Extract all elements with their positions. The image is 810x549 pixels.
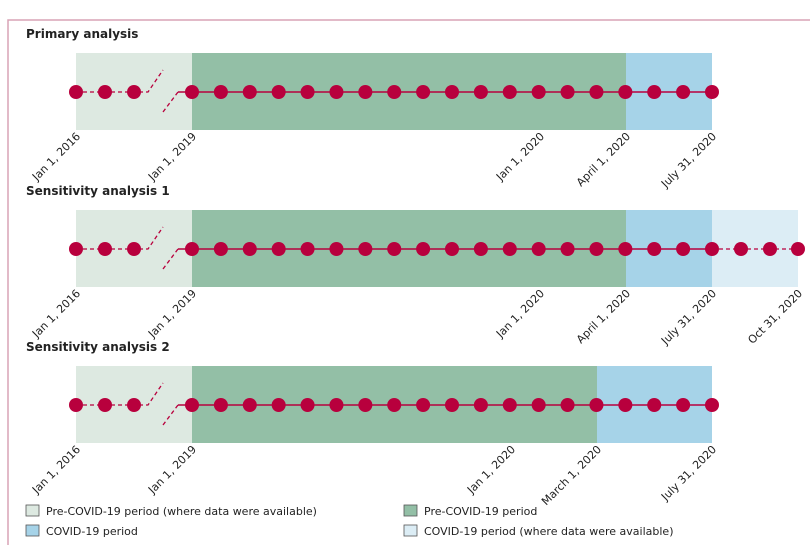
date-label: Jan 1, 2016 <box>29 130 83 184</box>
date-label: March 1, 2020 <box>539 443 604 508</box>
time-point <box>358 398 373 412</box>
time-point <box>329 242 344 256</box>
legend-label: Pre-COVID-19 period (where data were ava… <box>46 505 317 518</box>
date-label: April 1, 2020 <box>574 287 633 346</box>
time-point <box>589 398 604 412</box>
date-label: Jan 1, 2020 <box>464 443 518 497</box>
time-point <box>502 242 517 256</box>
time-point <box>647 242 662 256</box>
time-point <box>676 242 691 256</box>
date-label: Jan 1, 2020 <box>493 287 547 341</box>
time-point <box>98 85 112 99</box>
time-point <box>647 85 662 99</box>
time-point <box>185 85 199 99</box>
time-point <box>213 242 228 256</box>
time-point <box>185 242 199 256</box>
date-label: Jan 1, 2016 <box>29 443 83 497</box>
legend-label: Pre-COVID-19 period <box>424 505 537 518</box>
time-point <box>242 398 257 412</box>
time-point <box>69 398 83 412</box>
date-label: July 31, 2020 <box>658 443 719 504</box>
time-point <box>416 398 431 412</box>
time-point <box>445 398 459 412</box>
time-point <box>531 242 546 256</box>
time-point <box>473 242 488 256</box>
time-point <box>502 398 517 412</box>
time-point <box>271 398 286 412</box>
time-point <box>300 398 315 412</box>
legend-label: COVID-19 period (where data were availab… <box>424 525 673 538</box>
time-point <box>387 398 402 412</box>
time-point <box>358 242 373 256</box>
time-point <box>647 398 662 412</box>
date-label: April 1, 2020 <box>574 130 633 189</box>
time-point <box>705 85 719 99</box>
time-point <box>763 242 777 256</box>
time-point <box>127 242 141 256</box>
date-label: Jan 1, 2019 <box>145 443 199 497</box>
time-point <box>589 85 604 99</box>
time-point <box>473 398 488 412</box>
date-label: Jan 1, 2019 <box>145 130 199 184</box>
time-point <box>213 85 228 99</box>
time-point <box>445 242 459 256</box>
time-point <box>98 398 112 412</box>
time-point <box>242 242 257 256</box>
time-point <box>69 242 83 256</box>
time-point <box>69 85 83 99</box>
time-point <box>791 242 805 256</box>
time-point <box>185 398 199 412</box>
panel-title: Sensitivity analysis 2 <box>26 340 170 354</box>
time-point <box>589 242 604 256</box>
time-point <box>473 85 488 99</box>
time-point <box>271 242 286 256</box>
time-point <box>676 398 691 412</box>
time-point <box>560 242 575 256</box>
time-point <box>300 85 315 99</box>
date-label: Oct 31, 2020 <box>745 287 805 347</box>
time-point <box>531 85 546 99</box>
time-point <box>358 85 373 99</box>
legend-swatch <box>403 524 418 537</box>
time-point <box>329 398 344 412</box>
panel-title: Sensitivity analysis 1 <box>26 184 170 198</box>
time-point <box>618 85 633 99</box>
time-point <box>387 85 402 99</box>
date-label: Jan 1, 2019 <box>145 287 199 341</box>
time-point <box>502 85 517 99</box>
time-point <box>98 242 112 256</box>
legend-swatch <box>403 504 418 517</box>
time-point <box>271 85 286 99</box>
time-point <box>705 398 719 412</box>
time-point <box>387 242 402 256</box>
time-point <box>618 242 633 256</box>
date-label: Jan 1, 2020 <box>493 130 547 184</box>
date-label: July 31, 2020 <box>658 287 719 348</box>
date-label: Jan 1, 2016 <box>29 287 83 341</box>
time-point <box>127 85 141 99</box>
time-point <box>213 398 228 412</box>
legend-swatch <box>25 524 40 537</box>
legend-label: COVID-19 period <box>46 525 138 538</box>
time-point <box>560 85 575 99</box>
time-point <box>734 242 748 256</box>
time-point <box>618 398 633 412</box>
time-point <box>416 85 431 99</box>
frame <box>7 19 810 545</box>
time-point <box>560 398 575 412</box>
time-point <box>445 85 459 99</box>
date-label: July 31, 2020 <box>658 130 719 191</box>
legend-swatch <box>25 504 40 517</box>
time-point <box>300 242 315 256</box>
panel-title: Primary analysis <box>26 27 138 41</box>
time-point <box>416 242 431 256</box>
time-point <box>127 398 141 412</box>
time-point <box>676 85 691 99</box>
time-point <box>531 398 546 412</box>
time-point <box>242 85 257 99</box>
time-point <box>705 242 719 256</box>
time-point <box>329 85 344 99</box>
